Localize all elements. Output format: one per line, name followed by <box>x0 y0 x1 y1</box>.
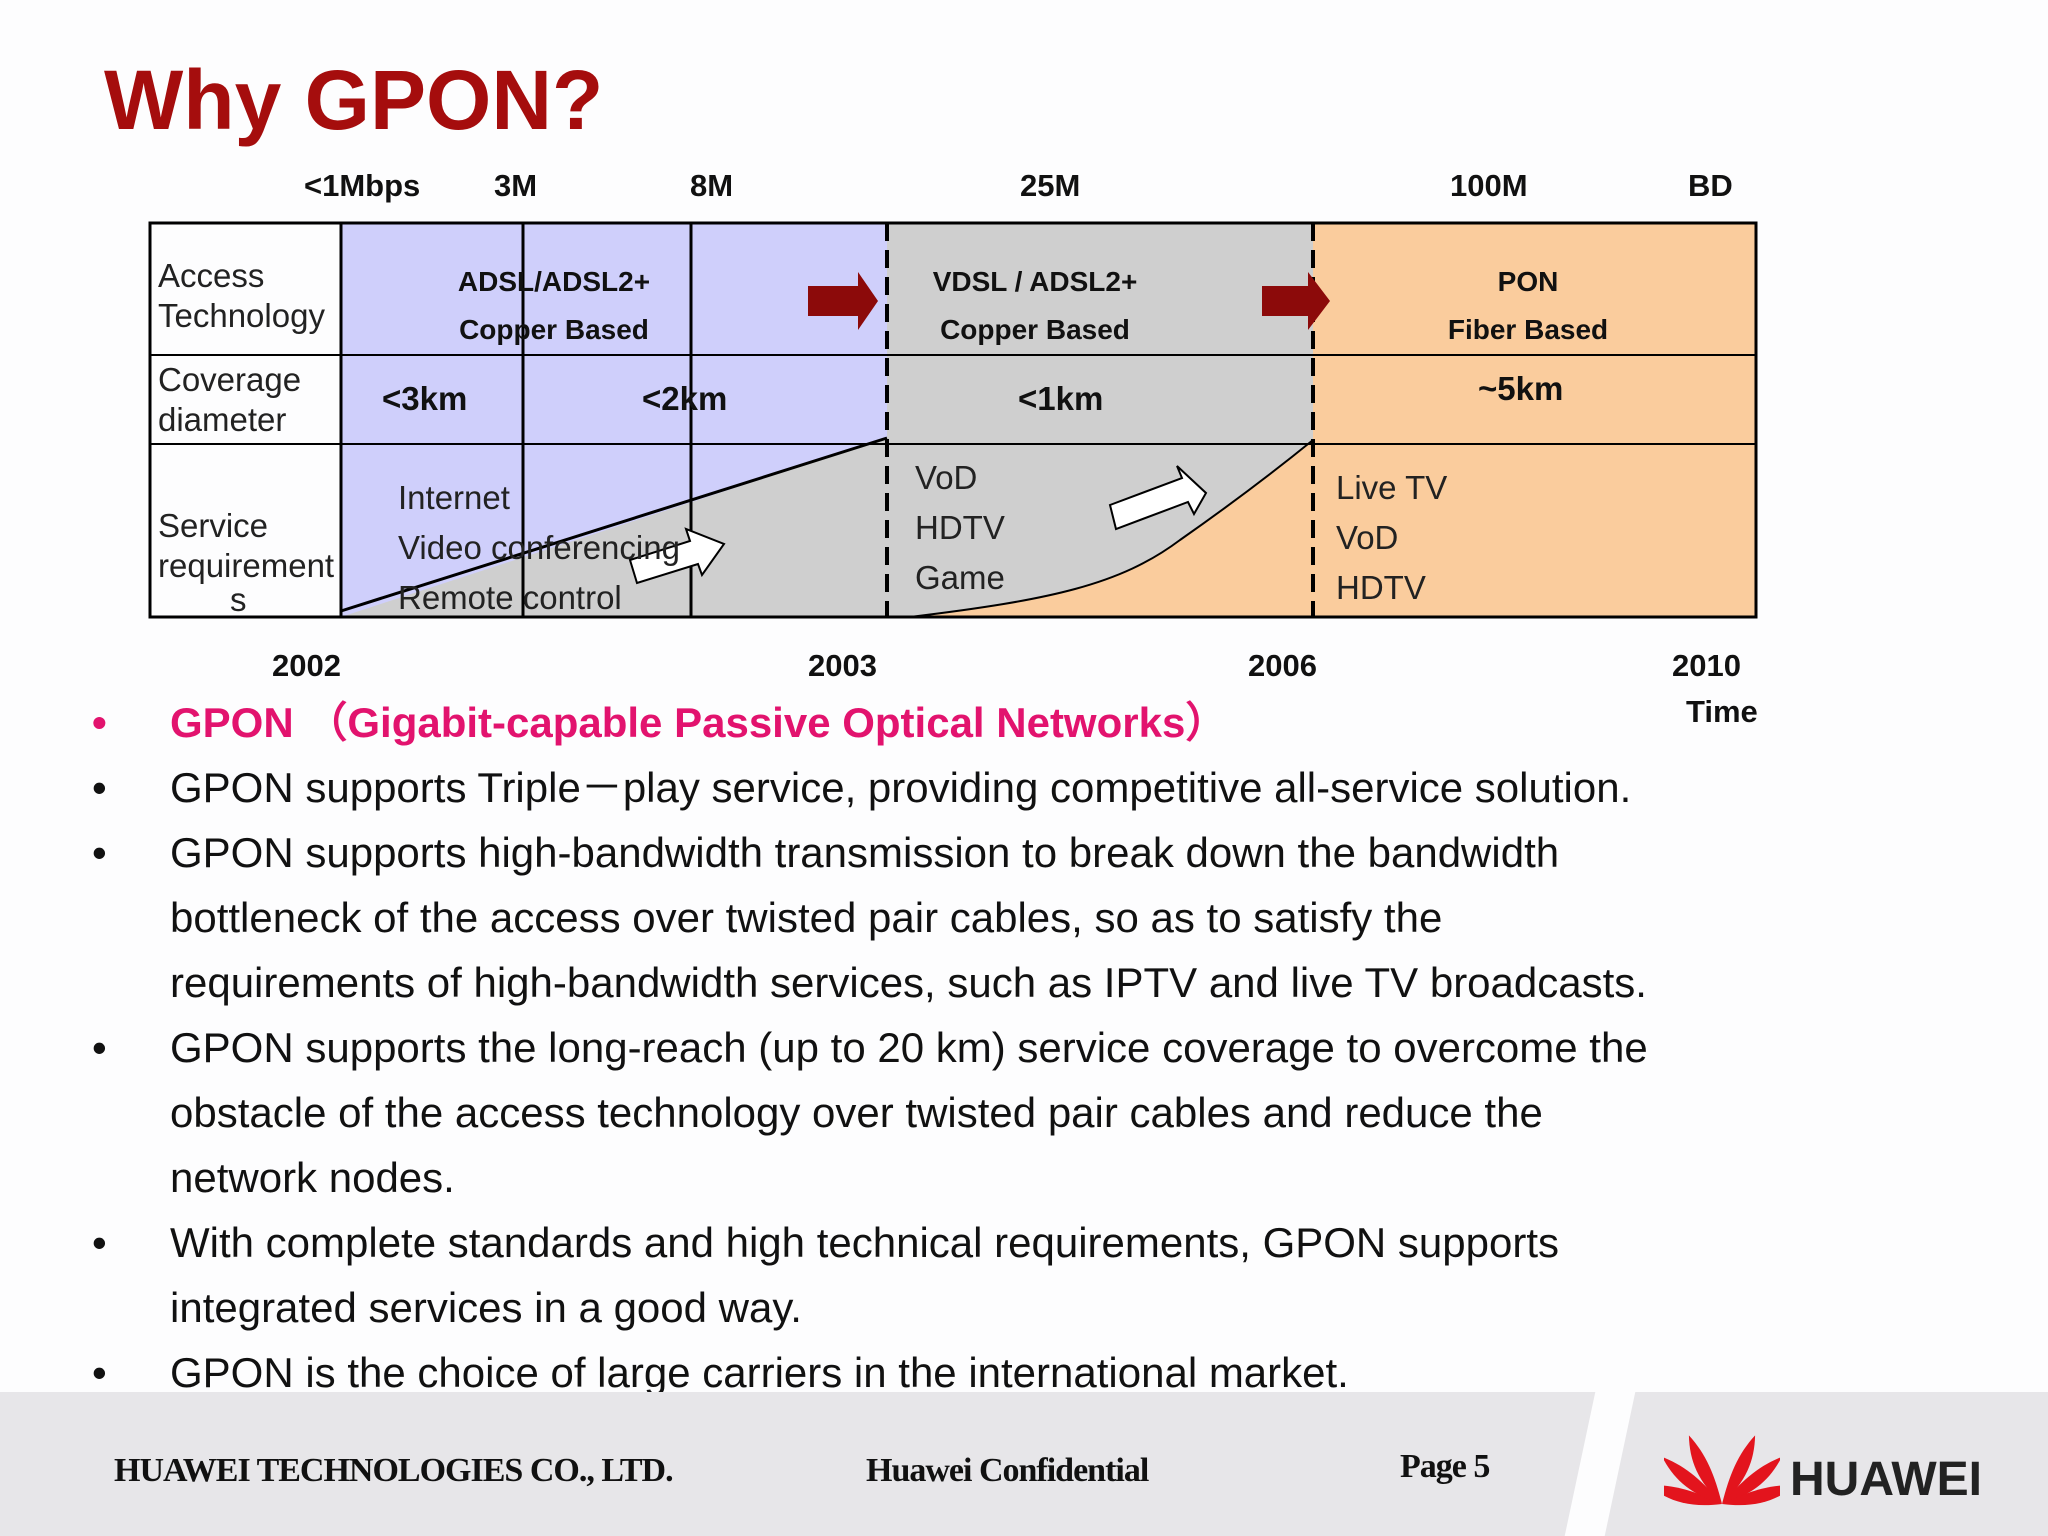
bullet-continuation: bottleneck of the access over twisted pa… <box>170 894 1443 941</box>
year-label: 2003 <box>808 648 877 683</box>
footer-confidential: Huawei Confidential <box>866 1452 1149 1489</box>
bullet-continuation: network nodes. <box>170 1154 455 1201</box>
bandwidth-label: BD <box>1688 168 1733 203</box>
tech-vdsl: VDSL / ADSL2+ Copper Based <box>932 266 1138 345</box>
bullet-item: • GPON （Gigabit-capable Passive Optical N… <box>92 699 1228 746</box>
transition-arrow <box>808 272 878 330</box>
table-frame <box>148 221 1758 619</box>
footer-page-number: Page 5 <box>1400 1448 1490 1485</box>
bandwidth-label: 100M <box>1450 168 1528 203</box>
coverage-value: <1km <box>1018 380 1104 417</box>
services-adsl: Internet Video conferencing Remote control <box>398 479 680 616</box>
growth-arrow-icon <box>628 527 726 585</box>
bandwidth-label: 3M <box>494 168 538 203</box>
adsl-growth-line <box>340 436 888 613</box>
growth-arrow-icon <box>1108 465 1208 531</box>
coverage-value: ~5km <box>1478 370 1564 407</box>
bullet-continuation: requirements of high-bandwidth services,… <box>170 959 1647 1006</box>
services-vdsl: VoD HDTV Game <box>915 459 1005 596</box>
coverage-value: <3km <box>382 380 468 417</box>
vdsl-growth-area <box>910 440 1313 617</box>
bandwidth-label: <1Mbps <box>304 168 421 203</box>
slide-title: Why GPON? <box>104 53 604 147</box>
time-axis-label: Time <box>1686 694 1758 729</box>
year-label: 2002 <box>272 648 341 683</box>
row-label-coverage: Coverage diameter <box>158 361 302 438</box>
huawei-logo-text: HUAWEI <box>1790 1453 1982 1506</box>
transition-arrow <box>1262 272 1330 330</box>
services-pon: Live TV VoD HDTV <box>1336 469 1448 606</box>
year-label: 2010 <box>1672 648 1741 683</box>
year-label: 2006 <box>1248 648 1317 683</box>
bullet-list: • GPON （Gigabit-capable Passive Optical N… <box>0 690 2048 1405</box>
pon-region <box>1313 223 1756 617</box>
bullet-item: • GPON supports Triple－play service, prov… <box>92 764 1632 811</box>
row-label-service: Service requirement s <box>158 507 335 618</box>
bullet-continuation: integrated services in a good way. <box>170 1284 802 1331</box>
tech-adsl: ADSL/ADSL2+ Copper Based <box>457 266 651 345</box>
footer-company: HUAWEI TECHNOLOGIES CO., LTD. <box>114 1452 674 1489</box>
bandwidth-label: 25M <box>1020 168 1081 203</box>
bullet-item: • GPON supports the long-reach (up to 20 … <box>92 1024 1648 1071</box>
bandwidth-label: 8M <box>690 168 734 203</box>
row-label-access: Access Technology <box>158 257 325 334</box>
coverage-value: <2km <box>642 380 728 417</box>
tech-pon: PON Fiber Based <box>1447 266 1609 345</box>
huawei-logo-icon <box>1664 1435 1780 1506</box>
vdsl-growth-line <box>909 439 1314 618</box>
bullet-item: • With complete standards and high techni… <box>92 1219 1560 1266</box>
bullet-item: • GPON supports high-bandwidth transmissi… <box>92 829 1560 876</box>
bullet-item: • GPON is the choice of large carriers in… <box>92 1349 1349 1396</box>
bullet-continuation: obstacle of the access technology over t… <box>170 1089 1543 1136</box>
